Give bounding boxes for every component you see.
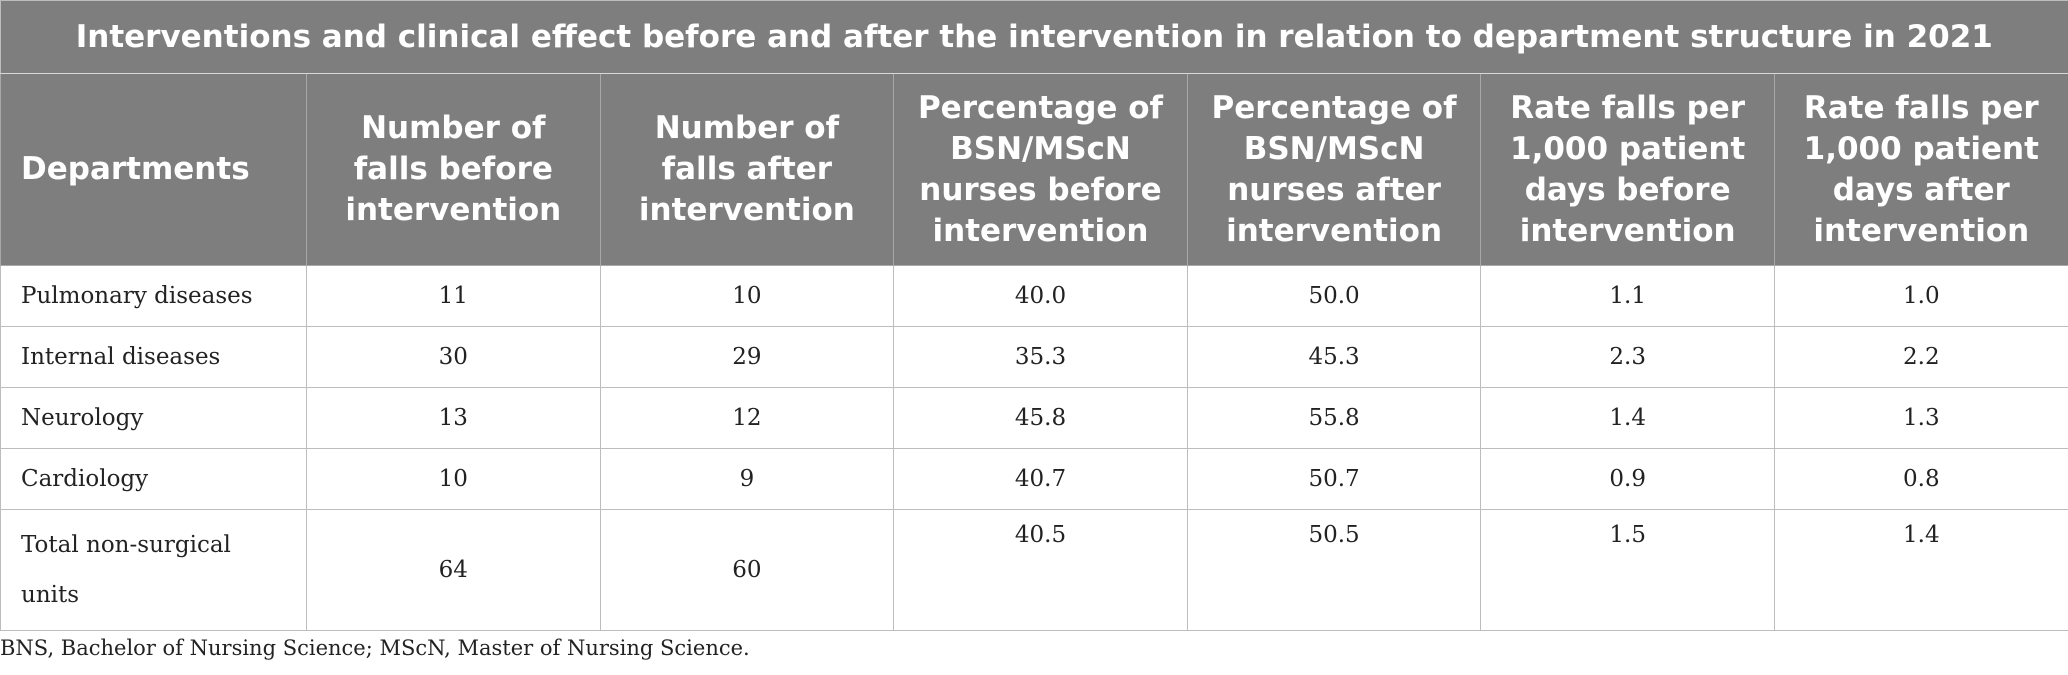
cell-bsn-before: 35.3 [893,326,1188,388]
cell-bsn-after: 50.0 [1186,265,1482,327]
cell-bsn-after: 50.7 [1186,448,1482,510]
cell-falls-before: 30 [306,326,601,388]
cell-rate-after: 1.3 [1773,387,2068,449]
data-table: Interventions and clinical effect before… [0,0,2068,631]
cell-bsn-after: 50.5 [1186,509,1482,631]
table-row: Internal diseases 30 29 35.3 45.3 2.3 2.… [0,326,2068,388]
cell-falls-before: 13 [306,387,601,449]
cell-rate-after: 0.8 [1773,448,2068,510]
cell-rate-before: 2.3 [1480,326,1775,388]
cell-rate-after: 1.4 [1773,509,2068,631]
cell-falls-after: 12 [599,387,895,449]
cell-rate-before: 0.9 [1480,448,1775,510]
cell-bsn-before: 40.5 [893,509,1188,631]
cell-rate-after: 2.2 [1773,326,2068,388]
column-header-rate-after: Rate falls per 1,000 patient days after … [1773,73,2068,266]
cell-department: Pulmonary diseases [0,265,307,327]
table-title-row: Interventions and clinical effect before… [0,0,2068,74]
column-header-rate-before: Rate falls per 1,000 patient days before… [1480,73,1775,266]
table-row: Neurology 13 12 45.8 55.8 1.4 1.3 [0,387,2068,449]
cell-rate-after: 1.0 [1773,265,2068,327]
column-header-bsn-before: Percentage of BSN/MScN nurses before int… [893,73,1188,266]
cell-department: Internal diseases [0,326,307,388]
cell-rate-before: 1.4 [1480,387,1775,449]
cell-department: Cardiology [0,448,307,510]
cell-department: Total non-surgical units [0,509,307,631]
table-row-total: Total non-surgical units 64 60 40.5 50.5… [0,509,2068,631]
column-header-bsn-after: Percentage of BSN/MScN nurses after inte… [1186,73,1482,266]
cell-bsn-before: 40.7 [893,448,1188,510]
table-row: Pulmonary diseases 11 10 40.0 50.0 1.1 1… [0,265,2068,327]
table-header-row: Departments Number of falls before inter… [0,73,2068,266]
cell-falls-after: 29 [599,326,895,388]
cell-falls-before: 11 [306,265,601,327]
column-header-departments: Departments [0,73,307,266]
cell-falls-before: 10 [306,448,601,510]
cell-bsn-after: 45.3 [1186,326,1482,388]
cell-bsn-before: 45.8 [893,387,1188,449]
column-header-falls-before: Number of falls before intervention [306,73,601,266]
cell-falls-after: 10 [599,265,895,327]
cell-department: Neurology [0,387,307,449]
cell-falls-before: 64 [306,509,601,631]
column-header-falls-after: Number of falls after intervention [599,73,895,266]
cell-rate-before: 1.1 [1480,265,1775,327]
cell-bsn-after: 55.8 [1186,387,1482,449]
cell-rate-before: 1.5 [1480,509,1775,631]
cell-bsn-before: 40.0 [893,265,1188,327]
cell-falls-after: 60 [599,509,895,631]
table-footnote: BNS, Bachelor of Nursing Science; MScN, … [0,636,750,660]
table-row: Cardiology 10 9 40.7 50.7 0.9 0.8 [0,448,2068,510]
cell-falls-after: 9 [599,448,895,510]
table-title: Interventions and clinical effect before… [0,0,2068,74]
data-table-container: Interventions and clinical effect before… [0,0,2068,631]
